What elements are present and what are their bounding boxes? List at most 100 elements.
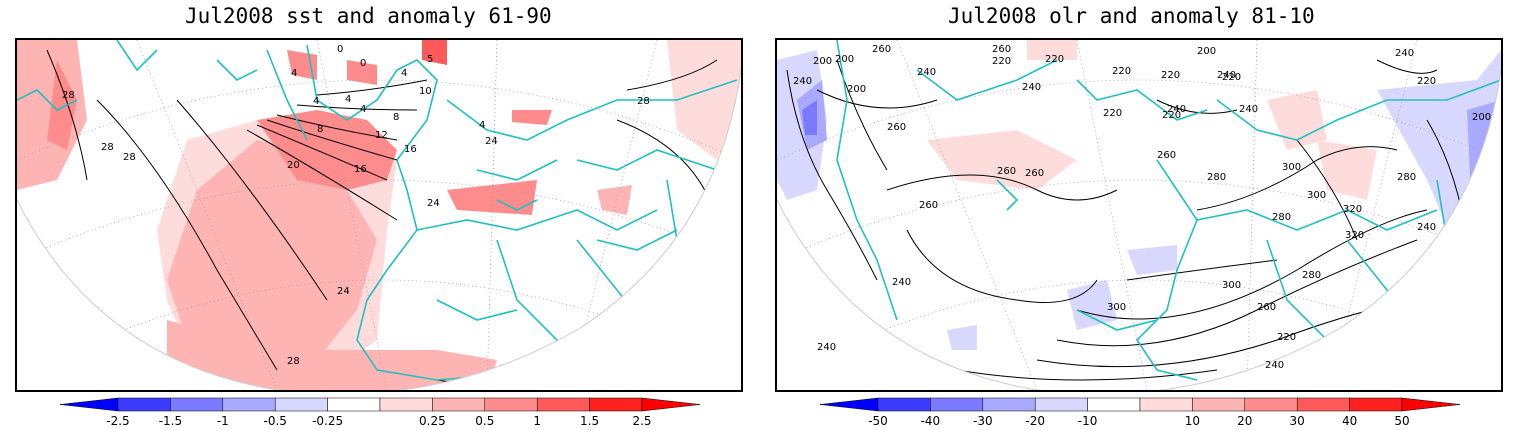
left-colorbar-tick-label: -0.5 [263, 414, 286, 428]
left-colorbar-box [170, 397, 224, 412]
anomaly-area [447, 180, 537, 215]
right-colorbar-tick-label: -30 [973, 414, 993, 428]
contour-label: 240 [892, 277, 911, 288]
contour-label: 240 [793, 76, 812, 87]
contour-label: 300 [1107, 302, 1126, 313]
right-colorbar-box [1139, 397, 1193, 412]
right-colorbar-tick-label: 50 [1394, 414, 1409, 428]
right-colorbar: -50 -40 -30 -20 -10 10 20 30 40 50 [819, 397, 1461, 428]
contour-label: 200 [835, 54, 854, 65]
right-colorbar-tick-label: -50 [868, 414, 888, 428]
right-map-title: Jul2008 olr and anomaly 81-10 [948, 4, 1315, 28]
left-colorbar-tick-label: -1 [217, 414, 229, 428]
right-colorbar-box [1244, 397, 1298, 412]
contour-label: 260 [919, 200, 938, 211]
contour-label: 260 [992, 44, 1011, 55]
left-colorbar-box [536, 397, 590, 412]
contour-label: 240 [1239, 104, 1258, 115]
contour-label: 220 [1162, 110, 1181, 121]
contour-label: 280 [1397, 172, 1416, 183]
left-colorbar-tick-label: 0.5 [475, 414, 494, 428]
left-map-title: Jul2008 sst and anomaly 61-90 [185, 4, 552, 28]
right-colorbar-box [877, 397, 931, 412]
anomaly-area [947, 325, 977, 350]
contour-label: 4 [291, 68, 297, 79]
contour-label: 4 [345, 94, 351, 105]
contour-label: 240 [1417, 222, 1436, 233]
right-colorbar-box [982, 397, 1036, 412]
right-colorbar-box [1087, 397, 1141, 412]
contour-label: 28 [637, 96, 650, 107]
contour-label: 5 [427, 54, 433, 65]
contour-label: 260 [1157, 150, 1176, 161]
anomaly-area [1027, 40, 1077, 60]
contour-label: 4 [401, 68, 407, 79]
right-contour-labels: 200 200 200 200 220 220 220 220 220 220 … [793, 44, 1491, 371]
contour-label: 4 [360, 104, 366, 115]
contour-label: 240 [1265, 360, 1284, 371]
right-colorbar-tick-label: 30 [1290, 414, 1305, 428]
right-colorbar-tick-label: -40 [921, 414, 941, 428]
contour-label: 20 [287, 160, 300, 171]
right-colorbar-tick-label: 10 [1185, 414, 1200, 428]
left-contour-labels: 0 4 4 4 4 4 8 8 12 16 16 20 24 24 24 28 … [62, 44, 650, 367]
contour-label: 220 [1417, 76, 1436, 87]
anomaly-area [597, 185, 632, 215]
contour-label: 4 [479, 120, 485, 131]
left-colorbar-box [484, 397, 538, 412]
contour-label: 260 [872, 44, 891, 55]
contour-label: 220 [1112, 66, 1131, 77]
left-colorbar-box [379, 397, 433, 412]
left-colorbar-box [274, 397, 328, 412]
right-colorbar-tick-label: 20 [1237, 414, 1252, 428]
anomaly-area [1127, 245, 1177, 275]
contour-label: 200 [847, 84, 866, 95]
contour-label: 16 [404, 144, 417, 155]
contour-label: 300 [1222, 280, 1241, 291]
contour-label: 28 [287, 356, 300, 367]
contour-label: 220 [1103, 108, 1122, 119]
olr-anomaly-map: 200 200 200 200 220 220 220 220 220 220 … [777, 40, 1501, 390]
contour-label: 8 [393, 112, 399, 123]
right-colorbar-right-arrow [1401, 397, 1461, 412]
contour-label: 16 [354, 164, 367, 175]
contour-label: 28 [62, 90, 75, 101]
left-colorbar-tick-label: -0.25 [312, 414, 343, 428]
contour-label: 260 [997, 166, 1016, 177]
right-map-frame: 200 200 200 200 220 220 220 220 220 220 … [775, 38, 1503, 392]
contour-label: 220 [1277, 332, 1296, 343]
left-colorbar-box [117, 397, 171, 412]
sst-anomaly-map: 0 4 4 4 4 4 8 8 12 16 16 20 24 24 24 28 … [17, 40, 741, 390]
contour-label: 240 [817, 342, 836, 353]
left-colorbar-right-arrow [641, 397, 701, 412]
left-colorbar-tick-label: 1 [533, 414, 541, 428]
contour-label: 200 [1197, 46, 1216, 57]
contour-label: 220 [1222, 72, 1241, 83]
left-colorbar-left-arrow [59, 397, 119, 412]
contour-label: 240 [1167, 104, 1186, 115]
right-colorbar-tick-label: -10 [1078, 414, 1098, 428]
contour-label: 240 [1395, 48, 1414, 59]
anomaly-area [422, 40, 447, 65]
contour-label: 280 [1272, 212, 1291, 223]
anomaly-area [347, 60, 377, 85]
right-colorbar-tick-label: 40 [1342, 414, 1357, 428]
contour-label: 260 [887, 122, 906, 133]
right-colorbar-box [1034, 397, 1088, 412]
anomaly-area [512, 110, 552, 125]
contour-label: 240 [1217, 70, 1236, 81]
anomaly-area [1067, 280, 1117, 330]
left-colorbar-tick-label: 0.25 [419, 414, 446, 428]
contour-label: 220 [1045, 54, 1064, 65]
contour-label: 280 [1207, 172, 1226, 183]
anomaly-area [667, 40, 741, 160]
anomaly-area [47, 60, 77, 150]
left-colorbar-tick-label: 2.5 [632, 414, 651, 428]
contour-label: 240 [1022, 82, 1041, 93]
contour-label: 260 [1257, 302, 1276, 313]
right-colorbar-tick-label: -20 [1025, 414, 1045, 428]
anomaly-area [167, 320, 497, 390]
contour-label: 24 [485, 136, 498, 147]
right-colorbar-left-arrow [819, 397, 879, 412]
anomaly-area [1317, 140, 1377, 200]
